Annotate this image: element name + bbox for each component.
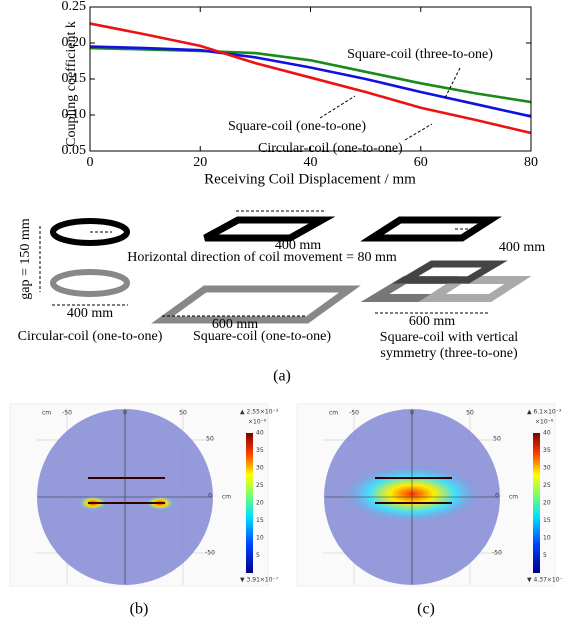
diagram: gap = 150 mm 400 mm Circular-coil (one-t… [18,210,545,385]
unit-label: cm [329,410,338,417]
axis-tick-label: 0 [410,410,414,417]
series-line [89,45,532,118]
colorbar-tick-label: 35 [256,447,264,454]
coil [360,216,502,242]
colorbar-tick-label: 10 [543,535,551,542]
axis-tick-label: 0 [495,493,499,500]
coil [203,216,336,242]
plot-frame [89,6,532,152]
caption: Square-coil with vertical [380,330,519,345]
y-tick-label: 0.05 [62,143,87,158]
series-label: Circular-coil (one-to-one) [258,141,403,156]
colorbar-tick-label: 15 [256,517,264,524]
axis-tick-label: 50 [179,410,187,417]
pointer [404,123,433,141]
series-label: Square-coil (three-to-one) [347,47,493,62]
dimension-label: 400 mm [275,238,321,253]
y-tick-label: 0.15 [62,71,87,86]
colorbar-tick-label: 40 [256,430,264,437]
axis-tick-label: 0 [208,493,212,500]
coil [392,260,508,284]
min-label: ▼ 4.37×10⁻⁷ [527,577,563,584]
movement-label: Horizontal direction of coil movement = … [127,250,397,265]
caption: Circular-coil (one-to-one) [18,329,163,344]
series-line [89,22,532,135]
scale-label: ×10⁻⁶ [535,419,554,426]
colorbar [533,433,540,573]
panel-label: (c) [417,601,435,618]
pointer [444,67,461,99]
x-tick-label: 40 [304,155,318,170]
coil [151,285,361,324]
simulation-panel: -50 -50 0 0 50 50 cm cm ▲ 2.55×10⁻³ ×10⁻⁶ ▼ 3.91×1… [9,403,279,618]
scale-label: ×10⁻⁶ [248,419,267,426]
axis-tick-label: 50 [206,436,214,443]
gap-label: gap = 150 mm [18,218,33,299]
y-tick-label: 0.25 [62,0,87,14]
colorbar-tick-label: 25 [256,482,264,489]
y-tick-label: 0.10 [62,107,87,122]
caption: symmetry (three-to-one) [380,346,518,361]
axis-tick-label: -50 [205,550,215,557]
colorbar-tick-label: 30 [256,465,264,472]
colorbar [246,433,253,573]
pointer [319,95,356,119]
panel-label: (a) [273,368,291,385]
x-tick-label: 80 [524,155,538,170]
plot: 0.05 0.10 0.15 0.20 0.25 0 20 40 60 80 [62,0,539,170]
dimension-label: 400 mm [499,240,545,255]
x-tick-label: 0 [87,155,94,170]
axis-tick-label: 0 [123,410,127,417]
panel-label: (b) [130,601,149,618]
colorbar-tick-label: 35 [543,447,551,454]
y-axis-label: Coupling coefficient k [64,21,79,147]
dimension-label: 600 mm [409,314,455,329]
max-label: ▲ 6.1×10⁻³ [527,409,562,416]
unit-label: cm [222,494,231,501]
x-tick-label: 20 [193,155,207,170]
simulation-panel: -50 -50 0 0 50 50 cm cm ▲ 6.1×10⁻³ ×10⁻⁶ ▼ 4.37×10… [296,403,563,618]
colorbar-tick-label: 5 [543,552,547,559]
colorbar-tick-label: 5 [256,552,260,559]
colorbar-tick-label: 15 [543,517,551,524]
y-tick-label: 0.20 [62,35,87,50]
colorbar-tick-label: 10 [256,535,264,542]
axis-tick-label: 50 [493,436,501,443]
colorbar-tick-label: 30 [543,465,551,472]
coil [50,269,130,297]
min-label: ▼ 3.91×10⁻⁷ [240,577,279,584]
x-axis-label: Receiving Coil Displacement / mm [204,171,416,187]
colorbar-tick-label: 25 [543,482,551,489]
axis-tick-label: -50 [492,550,502,557]
dimension-label: 600 mm [212,317,258,332]
dimension-label: 400 mm [67,306,113,321]
colorbar-tick-label: 20 [256,500,264,507]
unit-label: cm [42,410,51,417]
series-label: Square-coil (one-to-one) [228,119,366,134]
unit-label: cm [509,494,518,501]
coil [418,276,532,302]
axis-tick-label: -50 [62,410,72,417]
caption: Square-coil (one-to-one) [193,329,331,344]
colorbar-tick-label: 20 [543,500,551,507]
x-tick-label: 60 [414,155,428,170]
axis-tick-label: -50 [349,410,359,417]
coil [50,218,130,246]
max-label: ▲ 2.55×10⁻³ [240,409,279,416]
colorbar-tick-label: 40 [543,430,551,437]
axis-tick-label: 50 [466,410,474,417]
